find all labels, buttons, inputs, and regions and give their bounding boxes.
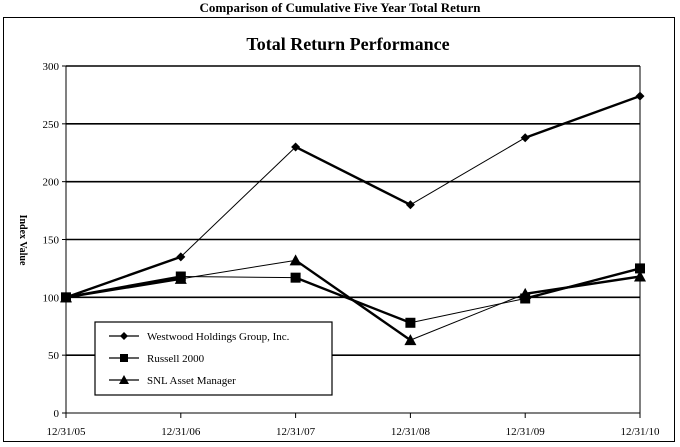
legend: Westwood Holdings Group, Inc. Russell 200… <box>94 321 333 396</box>
x-tick-label: 12/31/09 <box>506 426 546 438</box>
y-axis-label: Index Value <box>17 215 28 266</box>
data-point-diamond <box>405 200 415 210</box>
series-line-segment <box>410 137 526 206</box>
series-line-segment <box>410 293 526 341</box>
series-square <box>61 263 645 328</box>
y-axis-ticks: 0 50 100 150 200 250 300 <box>43 61 60 420</box>
x-tick-label: 12/31/08 <box>391 426 431 438</box>
series-line-segment <box>295 145 411 206</box>
data-point-square <box>290 272 301 283</box>
legend-label: SNL Asset Manager <box>147 375 236 387</box>
series-line-segment <box>65 255 182 299</box>
series-line-segment <box>524 94 641 139</box>
series-line-segment <box>180 259 296 280</box>
series-line-segment <box>180 276 296 279</box>
data-point-diamond <box>176 252 186 262</box>
series-line-segment <box>525 275 641 296</box>
y-tick-label: 200 <box>43 177 60 189</box>
x-tick-label: 12/31/05 <box>46 426 86 438</box>
x-tick-label: 12/31/07 <box>276 426 316 438</box>
gridlines <box>62 65 641 418</box>
x-tick-label: 12/31/10 <box>620 426 660 438</box>
x-tick-label: 12/31/06 <box>161 426 201 438</box>
data-point-triangle <box>119 375 129 384</box>
data-point-triangle <box>519 287 532 299</box>
y-tick-label: 0 <box>54 408 60 420</box>
data-point-triangle <box>60 291 72 303</box>
data-point-square <box>120 354 128 362</box>
x-axis-ticks: 12/31/05 12/31/06 12/31/07 12/31/08 12/31/09… <box>46 426 660 438</box>
series-line-segment <box>410 298 526 324</box>
data-point-triangle <box>634 270 646 282</box>
data-point-square <box>405 317 416 328</box>
data-point-triangle <box>174 272 187 284</box>
data-point-diamond <box>291 142 301 152</box>
chart-frame <box>3 17 675 442</box>
page-heading: Comparison of Cumulative Five Year Total… <box>199 0 481 15</box>
y-tick-label: 250 <box>43 119 60 131</box>
legend-label: Westwood Holdings Group, Inc. <box>147 331 290 343</box>
y-tick-label: 300 <box>43 61 60 73</box>
chart-title: Total Return Performance <box>246 34 449 54</box>
y-tick-label: 100 <box>43 292 60 304</box>
series-line-segment <box>524 267 641 300</box>
series-triangle <box>60 254 646 346</box>
data-point-square <box>635 263 645 274</box>
series-line-segment <box>180 146 296 258</box>
series-line-segment <box>294 259 412 342</box>
data-point-diamond <box>635 91 645 101</box>
data-point-diamond <box>520 133 530 143</box>
series-group <box>60 91 646 346</box>
y-tick-label: 50 <box>48 350 60 362</box>
legend-label: Russell 2000 <box>147 353 205 365</box>
y-tick-label: 150 <box>43 235 60 247</box>
data-point-diamond <box>120 332 128 340</box>
series-line-segment <box>65 277 181 299</box>
data-point-triangle <box>289 254 302 266</box>
data-point-triangle <box>404 334 417 346</box>
